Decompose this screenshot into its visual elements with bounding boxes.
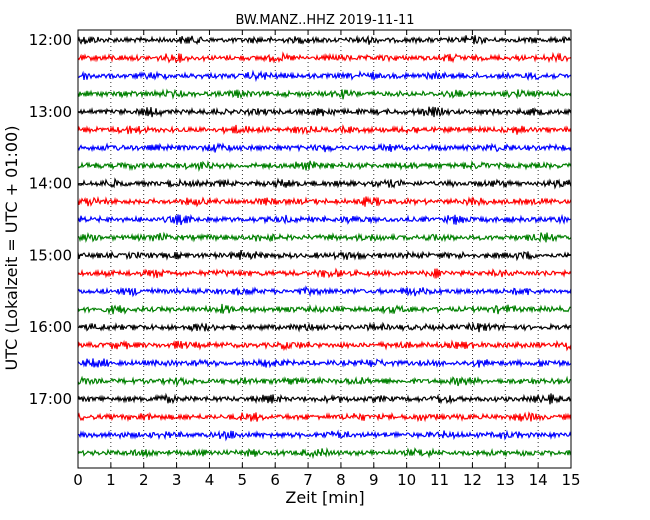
seismic-trace xyxy=(77,446,572,460)
x-tick-label: 9 xyxy=(369,471,379,489)
vertical-grid xyxy=(110,30,539,468)
seismic-trace xyxy=(77,124,572,136)
y-tick-label: 16:00 xyxy=(29,318,72,336)
x-tick-label: 14 xyxy=(529,471,548,489)
seismic-trace xyxy=(77,34,571,46)
seismic-trace xyxy=(77,159,572,172)
seismic-trace xyxy=(77,339,572,352)
y-axis-label: UTC (Lokalzeit = UTC + 01:00) xyxy=(2,126,21,371)
x-axis: 0 1 2 3 4 5 6 7 8 9 10 11 12 13 14 15 xyxy=(73,30,581,489)
seismic-trace xyxy=(77,88,572,100)
seismic-trace xyxy=(77,285,572,298)
y-tick-label: 12:00 xyxy=(29,31,72,49)
y-tick-label: 14:00 xyxy=(29,175,72,193)
seismic-trace xyxy=(77,106,572,118)
y-tick-label: 13:00 xyxy=(29,103,72,121)
seismic-trace xyxy=(77,411,572,423)
seismic-trace xyxy=(77,303,572,316)
chart-title: BW.MANZ..HHZ 2019-11-11 xyxy=(235,13,414,28)
x-tick-label: 15 xyxy=(561,471,580,489)
seismic-trace xyxy=(77,375,572,388)
x-tick-label: 4 xyxy=(205,471,215,489)
x-axis-label: Zeit [min] xyxy=(285,488,364,507)
seismic-trace xyxy=(77,249,572,262)
seismic-trace xyxy=(77,195,572,208)
seismic-trace xyxy=(77,321,572,333)
x-tick-label: 10 xyxy=(397,471,416,489)
seismic-trace xyxy=(77,267,572,279)
x-tick-label: 12 xyxy=(463,471,482,489)
seismic-trace xyxy=(77,231,572,243)
seismic-trace xyxy=(77,429,572,442)
y-tick-label: 17:00 xyxy=(29,390,72,408)
seismic-trace xyxy=(77,357,572,369)
seismic-trace xyxy=(77,213,572,226)
x-tick-label: 7 xyxy=(303,471,313,489)
plot-frame xyxy=(77,29,572,469)
y-tick-label: 15:00 xyxy=(29,246,72,264)
x-tick-label: 8 xyxy=(336,471,346,489)
x-tick-label: 3 xyxy=(172,471,182,489)
y-axis: 12:00 13:00 14:00 15:00 16:00 17:00 xyxy=(29,31,571,408)
seismic-trace xyxy=(77,51,572,64)
seismic-trace xyxy=(77,177,572,190)
x-tick-label: 13 xyxy=(496,471,515,489)
x-tick-label: 1 xyxy=(106,471,116,489)
x-tick-label: 5 xyxy=(238,471,248,489)
x-tick-label: 11 xyxy=(430,471,449,489)
x-tick-label: 2 xyxy=(139,471,149,489)
x-tick-label: 0 xyxy=(73,471,83,489)
x-tick-label: 6 xyxy=(270,471,280,489)
seismic-trace xyxy=(77,142,572,153)
seismic-trace xyxy=(77,69,572,83)
seismic-trace xyxy=(77,392,572,405)
trace-group xyxy=(77,34,572,460)
